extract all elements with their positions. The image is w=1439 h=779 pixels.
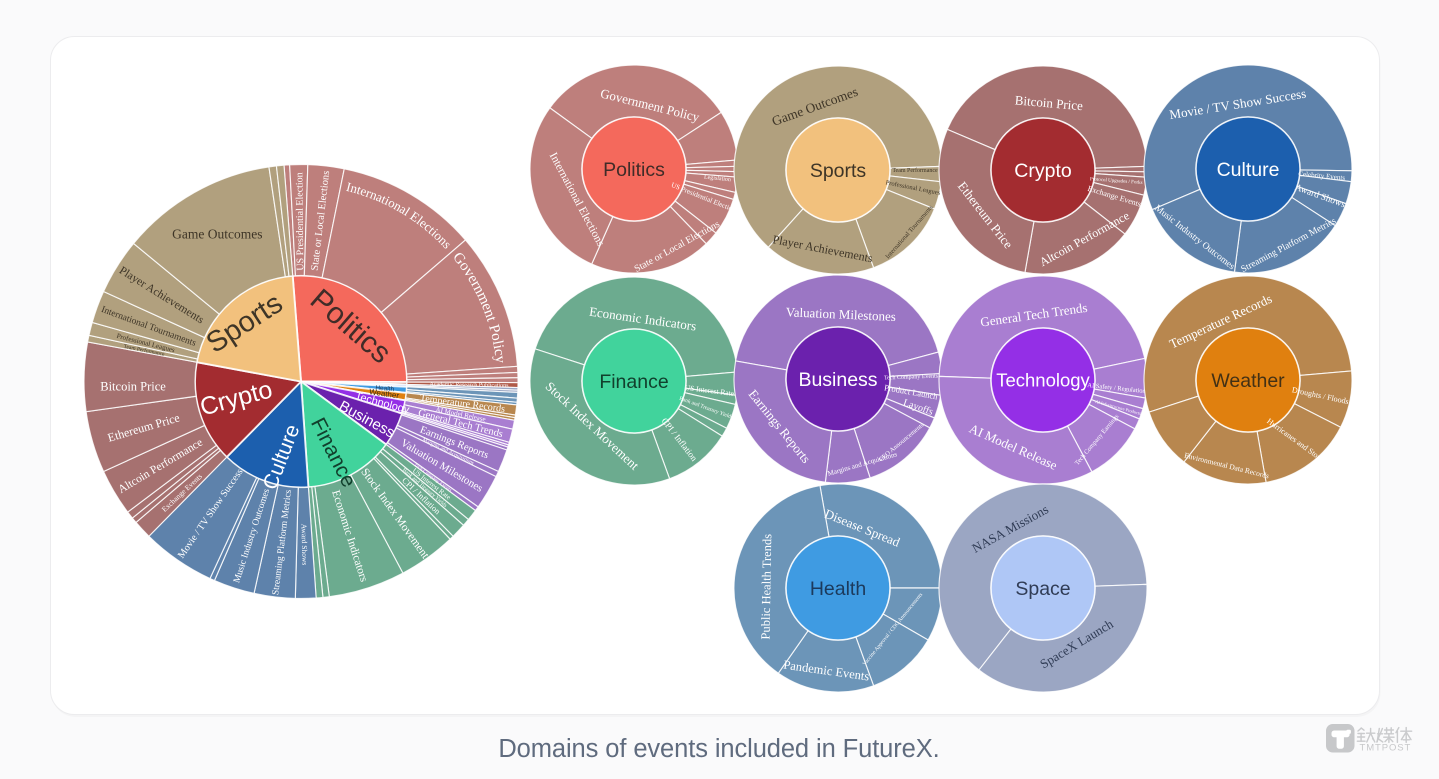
svg-text:Space: Space (1015, 578, 1070, 600)
svg-text:Weather: Weather (1211, 370, 1285, 392)
svg-text:Legislation: Legislation (704, 174, 731, 183)
svg-text:Finance: Finance (599, 371, 668, 393)
svg-text:Game Outcomes: Game Outcomes (172, 226, 262, 241)
svg-text:Business: Business (798, 369, 877, 391)
svg-text:Academic Research Publications: Academic Research Publications (429, 382, 509, 389)
svg-text:Protocol Upgrades / Forks: Protocol Upgrades / Forks (1090, 177, 1143, 186)
svg-text:Health: Health (810, 578, 866, 600)
svg-text:Weather: Weather (369, 387, 400, 400)
svg-text:Culture: Culture (1217, 159, 1280, 181)
svg-text:Bitcoin Price: Bitcoin Price (100, 379, 166, 393)
svg-text:TMTPOST: TMTPOST (1360, 743, 1412, 754)
svg-text:Crypto: Crypto (1014, 160, 1072, 182)
svg-text:US Presidential Election: US Presidential Election (294, 172, 306, 270)
svg-text:Public Health Trends: Public Health Trends (758, 534, 774, 640)
svg-text:Valuation Milestones: Valuation Milestones (785, 304, 896, 324)
svg-text:Domains of events included in: Domains of events included in FutureX. (498, 735, 939, 763)
svg-text:Bitcoin Price: Bitcoin Price (1014, 92, 1084, 113)
svg-text:Sports: Sports (810, 160, 867, 182)
svg-text:Tech Company Events: Tech Company Events (884, 374, 939, 382)
svg-text:Politics: Politics (603, 159, 665, 181)
svg-text:Team Performance: Team Performance (892, 167, 938, 174)
svg-text:Health: Health (375, 385, 395, 393)
svg-text:Technology: Technology (996, 369, 1090, 390)
svg-text:Award Shows: Award Shows (299, 524, 309, 566)
